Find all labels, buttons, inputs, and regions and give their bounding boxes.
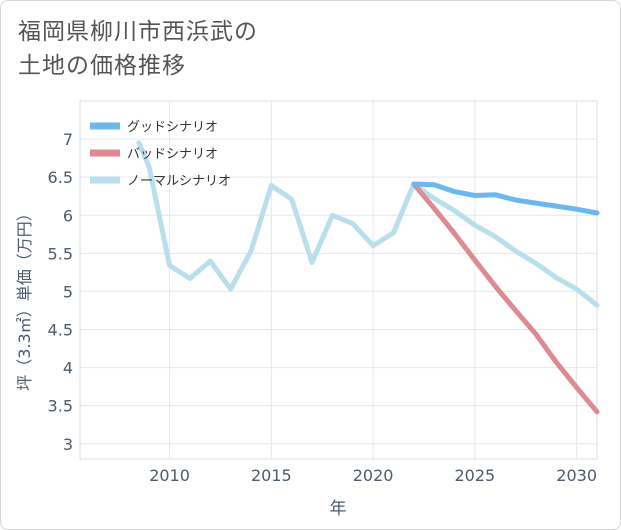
y-tick-label: 4.5 [48, 321, 73, 340]
x-tick-label: 2015 [251, 466, 292, 485]
chart-title-line-1: 福岡県柳川市西浜武の [18, 19, 258, 45]
y-tick-label: 7 [63, 130, 73, 149]
y-tick-label: 3 [63, 435, 73, 454]
x-tick-label: 2020 [353, 466, 394, 485]
y-axis-label: 坪（3.3㎡）単価（万円） [15, 205, 34, 390]
x-tick-label: 2030 [556, 466, 597, 485]
y-tick-label: 6 [63, 206, 73, 225]
legend-label: ノーマルシナリオ [127, 174, 231, 189]
series-line-2 [136, 140, 600, 308]
y-tick-label: 5 [63, 282, 73, 301]
series-line-0 [411, 181, 600, 216]
legend-label: バッドシナリオ [127, 147, 218, 162]
chart-title: 福岡県柳川市西浜武の 土地の価格推移 [18, 15, 258, 83]
x-axis-label: 年 [330, 499, 347, 519]
y-tick-label: 3.5 [48, 397, 73, 416]
series-lines [136, 140, 600, 415]
series-line-1 [411, 181, 600, 415]
chart-title-line-2: 土地の価格推移 [18, 53, 186, 79]
y-tick-label: 4 [63, 359, 73, 378]
grid-lines [80, 101, 597, 459]
plot-area [79, 100, 598, 460]
y-tick-label: 5.5 [48, 244, 73, 263]
y-tick-label: 6.5 [48, 168, 73, 187]
legend-label: グッドシナリオ [127, 120, 218, 135]
x-tick-label: 2010 [149, 466, 190, 485]
x-tick-label: 2025 [455, 466, 496, 485]
axis-ticks: 3 3.5 4 4.5 5 5.5 6 6.5 7 2010 2015 2020 2025 2030 [48, 130, 597, 485]
